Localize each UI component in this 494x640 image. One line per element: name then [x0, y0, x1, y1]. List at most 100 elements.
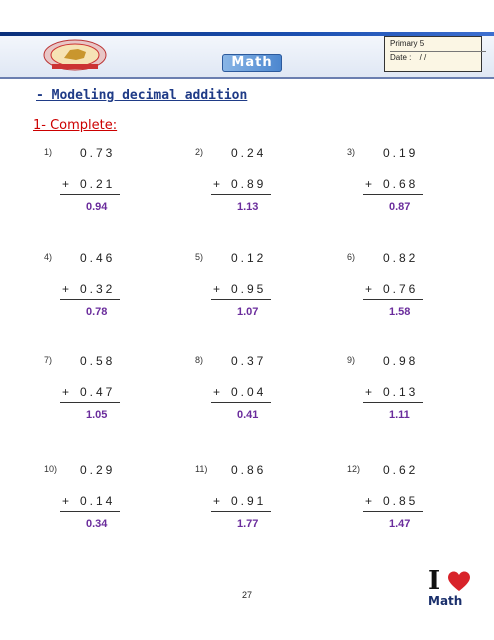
problem-number: 2): [195, 147, 204, 157]
problem-number: 3): [347, 147, 356, 157]
answer: 1.58: [389, 306, 411, 318]
sum-rule: [363, 402, 423, 403]
info-divider: [390, 51, 486, 52]
header-bottom-rule: [0, 77, 494, 79]
addend-bottom: 0.32: [80, 282, 116, 296]
problem-10: 10) 0.29 +0.14 0.34: [44, 463, 154, 554]
addend-top: 0.58: [80, 354, 116, 368]
sum-rule: [60, 511, 120, 512]
problem-5: 5) 0.12 +0.95 1.07: [195, 251, 305, 342]
date-value: / /: [419, 53, 427, 62]
sum-rule: [363, 511, 423, 512]
answer: 1.47: [389, 518, 411, 530]
addend-top: 0.46: [80, 251, 116, 265]
addend-top: 0.24: [231, 146, 267, 160]
plus-sign: +: [365, 385, 373, 399]
sum-rule: [211, 511, 271, 512]
plus-sign: +: [365, 177, 373, 191]
problem-7: 7) 0.58 +0.47 1.05: [44, 354, 154, 445]
plus-sign: +: [213, 177, 221, 191]
plus-sign: +: [365, 494, 373, 508]
sum-rule: [60, 194, 120, 195]
answer: 0.94: [86, 201, 108, 213]
addend-bottom: 0.95: [231, 282, 267, 296]
addend-bottom: 0.13: [383, 385, 419, 399]
sum-rule: [211, 402, 271, 403]
problem-number: 9): [347, 355, 356, 365]
plus-sign: +: [62, 494, 70, 508]
plus-sign: +: [365, 282, 373, 296]
page-title: - Modeling decimal addition: [36, 88, 248, 103]
problem-8: 8) 0.37 +0.04 0.41: [195, 354, 305, 445]
answer: 0.41: [237, 409, 259, 421]
logo-letter: I: [428, 566, 441, 596]
sum-rule: [211, 299, 271, 300]
problem-number: 8): [195, 355, 204, 365]
plus-sign: +: [62, 177, 70, 191]
problem-number: 6): [347, 252, 356, 262]
problem-3: 3) 0.19 +0.68 0.87: [347, 146, 457, 237]
addend-top: 0.29: [80, 463, 116, 477]
problem-number: 4): [44, 252, 53, 262]
header-top-rule: [0, 32, 494, 36]
answer: 1.07: [237, 306, 259, 318]
addend-top: 0.12: [231, 251, 267, 265]
sum-rule: [363, 194, 423, 195]
logo-word: Math: [428, 594, 463, 608]
addend-bottom: 0.76: [383, 282, 419, 296]
addend-bottom: 0.47: [80, 385, 116, 399]
sum-rule: [211, 194, 271, 195]
math-logo: Math: [222, 54, 282, 72]
problem-9: 9) 0.98 +0.13 1.11: [347, 354, 457, 445]
addend-bottom: 0.14: [80, 494, 116, 508]
problem-1: 1) 0.73 +0.21 0.94: [44, 146, 154, 237]
addend-bottom: 0.89: [231, 177, 267, 191]
i-love-math-logo: I Math: [426, 566, 476, 616]
answer: 0.78: [86, 306, 108, 318]
addend-top: 0.73: [80, 146, 116, 160]
problem-number: 7): [44, 355, 53, 365]
problem-number: 5): [195, 252, 204, 262]
page-number: 27: [241, 590, 252, 600]
plus-sign: +: [213, 494, 221, 508]
addend-top: 0.19: [383, 146, 419, 160]
answer: 1.77: [237, 518, 259, 530]
section-heading: 1- Complete:: [33, 118, 118, 133]
heart-icon: [448, 571, 470, 591]
school-logo: [43, 39, 107, 71]
plus-sign: +: [62, 282, 70, 296]
problem-number: 11): [195, 464, 208, 474]
addend-bottom: 0.68: [383, 177, 419, 191]
problem-4: 4) 0.46 +0.32 0.78: [44, 251, 154, 342]
plus-sign: +: [213, 385, 221, 399]
sum-rule: [363, 299, 423, 300]
problem-number: 12): [347, 464, 361, 474]
addend-top: 0.37: [231, 354, 267, 368]
addend-bottom: 0.85: [383, 494, 419, 508]
problem-number: 1): [44, 147, 53, 157]
addend-top: 0.86: [231, 463, 267, 477]
grade-label: Primary 5: [390, 39, 425, 48]
addend-bottom: 0.21: [80, 177, 116, 191]
plus-sign: +: [213, 282, 221, 296]
info-box: Primary 5 Date : / /: [384, 36, 486, 72]
date-field: Date : / /: [390, 53, 426, 62]
addend-top: 0.98: [383, 354, 419, 368]
date-label: Date :: [390, 53, 412, 62]
problem-11: 11) 0.86 +0.91 1.77: [195, 463, 305, 554]
addend-bottom: 0.04: [231, 385, 267, 399]
addend-top: 0.82: [383, 251, 419, 265]
answer: 1.13: [237, 201, 259, 213]
addend-top: 0.62: [383, 463, 419, 477]
answer: 1.11: [389, 409, 410, 421]
problem-2: 2) 0.24 +0.89 1.13: [195, 146, 305, 237]
sum-rule: [60, 299, 120, 300]
answer: 1.05: [86, 409, 108, 421]
answer: 0.34: [86, 518, 108, 530]
plus-sign: +: [62, 385, 70, 399]
answer: 0.87: [389, 201, 411, 213]
problem-number: 10): [44, 464, 58, 474]
sum-rule: [60, 402, 120, 403]
problem-12: 12) 0.62 +0.85 1.47: [347, 463, 457, 554]
problem-6: 6) 0.82 +0.76 1.58: [347, 251, 457, 342]
